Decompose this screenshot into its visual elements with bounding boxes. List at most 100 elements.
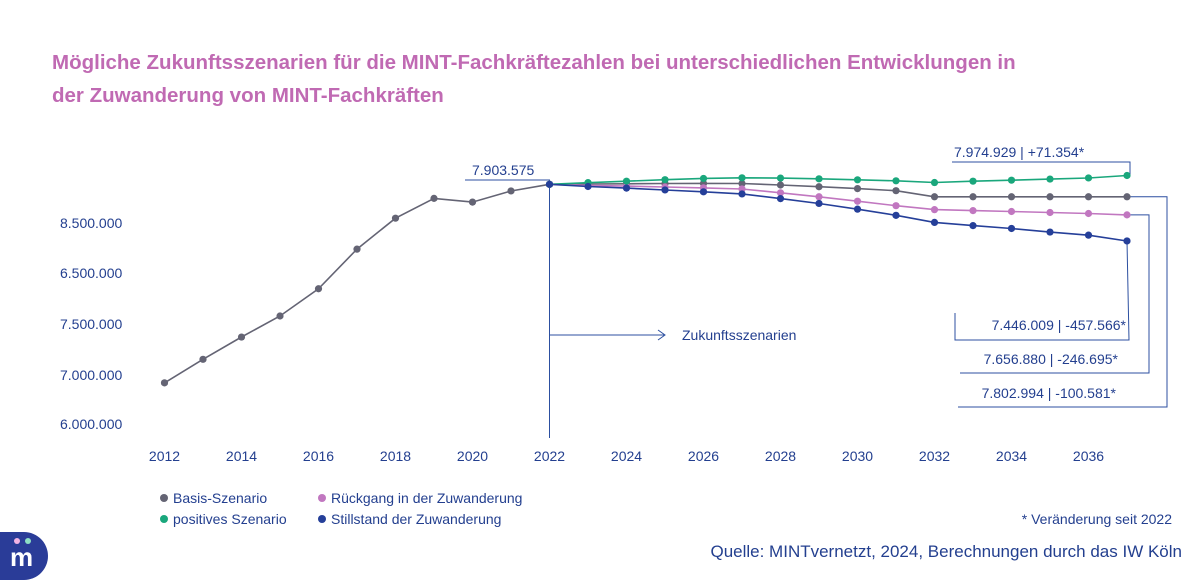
x-axis-ticks: 2012 2014 2016 2018 2020 2022 2024 2026 2028 2030…	[149, 448, 1104, 464]
data-point-stillstand	[1008, 225, 1015, 232]
logo-m-glyph: m	[10, 544, 33, 570]
x-tick-label: 2014	[226, 448, 257, 464]
data-point-positiv	[700, 175, 707, 182]
x-tick-label: 2020	[457, 448, 488, 464]
data-point-stillstand	[661, 186, 668, 193]
legend-item-positiv: positives Szenario	[160, 511, 287, 527]
data-point-rueckgang	[854, 198, 861, 205]
data-point-basis	[1046, 193, 1053, 200]
y-tick-label: 6.500.000	[60, 265, 122, 281]
legend-dot-rueckgang	[318, 494, 326, 502]
data-point-stillstand	[1046, 228, 1053, 235]
data-point-history	[430, 195, 437, 202]
data-point-positiv	[931, 179, 938, 186]
data-point-basis	[931, 193, 938, 200]
data-point-positiv	[623, 178, 630, 185]
data-point-rueckgang	[1008, 208, 1015, 215]
x-tick-label: 2018	[380, 448, 411, 464]
data-point-history	[199, 356, 206, 363]
data-point-positiv	[661, 176, 668, 183]
x-tick-label: 2030	[842, 448, 873, 464]
data-point-positiv	[1008, 177, 1015, 184]
data-point-positiv	[777, 174, 784, 181]
annotation-label-stillstand: 7.446.009 | -457.566*	[992, 317, 1127, 333]
data-point-stillstand	[1085, 232, 1092, 239]
source-note: Quelle: MINTvernetzt, 2024, Berechnungen…	[710, 542, 1182, 562]
data-point-basis	[1085, 193, 1092, 200]
data-point-stillstand	[623, 185, 630, 192]
series-line-basis	[550, 183, 1128, 196]
data-point-stillstand	[1123, 237, 1130, 244]
data-point-positiv	[815, 175, 822, 182]
data-point-positiv	[892, 177, 899, 184]
annotation-line-start	[465, 180, 550, 184]
annotation-label-rueckgang: 7.656.880 | -246.695*	[984, 351, 1119, 367]
data-point-history	[315, 285, 322, 292]
data-point-history	[392, 215, 399, 222]
legend-item-basis: Basis-Szenario	[160, 490, 267, 506]
data-point-positiv	[738, 174, 745, 181]
data-point-basis	[1123, 193, 1130, 200]
legend-dot-stillstand	[318, 515, 326, 523]
data-point-history	[276, 312, 283, 319]
x-tick-label: 2036	[1073, 448, 1104, 464]
annotation-label-basis: 7.802.994 | -100.581*	[982, 385, 1117, 401]
data-point-stillstand	[892, 212, 899, 219]
data-point-basis	[969, 193, 976, 200]
data-point-history	[469, 198, 476, 205]
data-point-stillstand	[546, 181, 553, 188]
x-tick-label: 2022	[534, 448, 565, 464]
data-point-history	[353, 246, 360, 253]
x-tick-label: 2034	[996, 448, 1027, 464]
data-point-stillstand	[854, 206, 861, 213]
annotation-line-positiv	[952, 162, 1130, 175]
data-point-basis	[815, 183, 822, 190]
data-point-basis	[1008, 193, 1015, 200]
legend-label-stillstand: Stillstand der Zuwanderung	[331, 511, 501, 527]
y-tick-label: 7.000.000	[60, 367, 122, 383]
legend-dot-basis	[160, 494, 168, 502]
data-point-rueckgang	[1046, 209, 1053, 216]
annotation-labels: 7.903.575 Zukunftsszenarien 7.974.929 | +7…	[472, 144, 1127, 401]
data-point-stillstand	[969, 222, 976, 229]
data-point-positiv	[969, 178, 976, 185]
x-tick-label: 2028	[765, 448, 796, 464]
series-line-history	[165, 184, 550, 383]
data-point-basis	[777, 181, 784, 188]
footnote: * Veränderung seit 2022	[1022, 511, 1172, 527]
legend-label-positiv: positives Szenario	[173, 511, 287, 527]
data-point-stillstand	[815, 200, 822, 207]
data-point-positiv	[1046, 175, 1053, 182]
data-point-rueckgang	[969, 207, 976, 214]
data-point-history	[507, 187, 514, 194]
x-tick-label: 2024	[611, 448, 642, 464]
annotation-line-basis	[958, 197, 1167, 407]
data-point-positiv	[1123, 172, 1130, 179]
data-point-rueckgang	[1123, 211, 1130, 218]
legend-label-rueckgang: Rückgang in der Zuwanderung	[331, 490, 522, 506]
data-point-history	[161, 379, 168, 386]
x-tick-label: 2016	[303, 448, 334, 464]
data-point-stillstand	[584, 183, 591, 190]
y-tick-label: 7.500.000	[60, 316, 122, 332]
data-point-rueckgang	[892, 202, 899, 209]
data-point-stillstand	[777, 195, 784, 202]
data-point-stillstand	[700, 188, 707, 195]
data-point-basis	[892, 187, 899, 194]
legend-item-stillstand: Stillstand der Zuwanderung	[318, 511, 501, 527]
x-tick-label: 2032	[919, 448, 950, 464]
annotation-label-start: 7.903.575	[472, 162, 534, 178]
mintvernetzt-logo: m	[0, 532, 48, 580]
legend-item-rueckgang: Rückgang in der Zuwanderung	[318, 490, 522, 506]
data-point-rueckgang	[931, 206, 938, 213]
annotation-label-zukunft: Zukunftsszenarien	[682, 327, 796, 343]
data-point-history	[238, 333, 245, 340]
legend-label-basis: Basis-Szenario	[173, 490, 267, 506]
data-point-rueckgang	[815, 193, 822, 200]
x-tick-label: 2026	[688, 448, 719, 464]
annotation-label-positiv: 7.974.929 | +71.354*	[954, 144, 1085, 160]
data-point-positiv	[854, 176, 861, 183]
data-point-rueckgang	[1085, 210, 1092, 217]
data-point-basis	[854, 185, 861, 192]
legend-dot-positiv	[160, 515, 168, 523]
